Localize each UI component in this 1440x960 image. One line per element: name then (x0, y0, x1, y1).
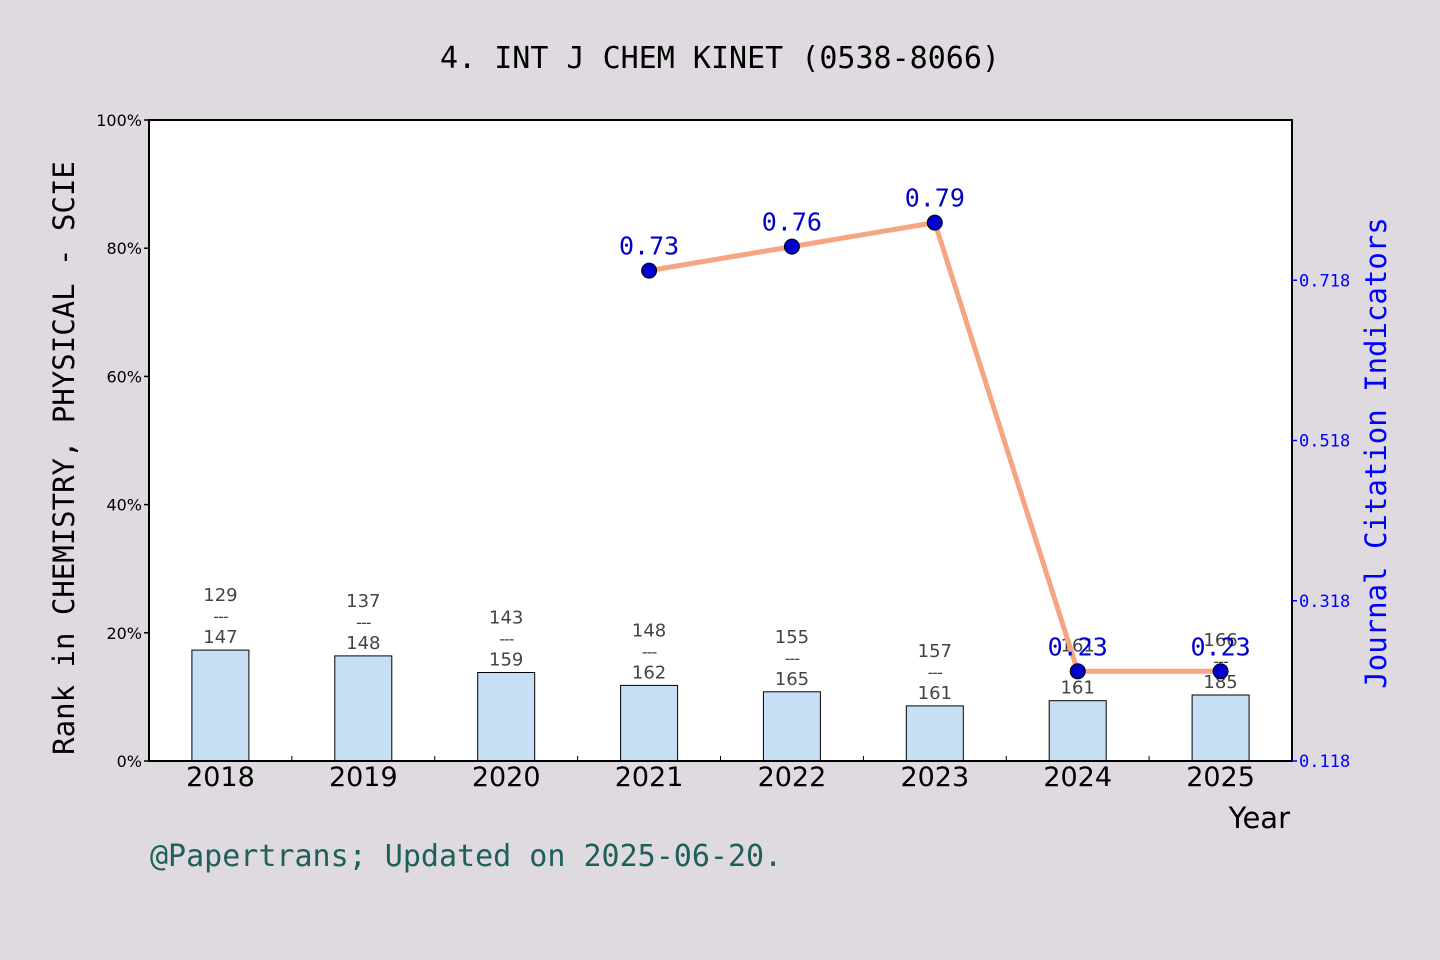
bar-rank-label-2018: 129 (203, 585, 237, 606)
plot-area (149, 120, 1292, 761)
jci-label-2022: 0.76 (762, 208, 822, 237)
jci-label-2025: 0.23 (1190, 632, 1250, 661)
bar-total-label-2023: 161 (918, 683, 952, 704)
jci-point-2023 (926, 214, 943, 231)
bar-separator-2018: --- (213, 607, 228, 626)
bar-total-label-2018: 147 (203, 627, 237, 648)
y-tick-label-5: 100% (96, 111, 142, 130)
y2-axis-label: Journal Citation Indicators (1359, 217, 1393, 688)
bar-total-label-2025: 185 (1203, 672, 1237, 693)
x-tick-label-2023: 2023 (900, 762, 969, 793)
x-tick-label-2025: 2025 (1186, 762, 1255, 793)
bar-2021 (620, 684, 679, 762)
y-tick-label-1: 20% (106, 624, 142, 643)
jci-label-2024: 0.23 (1048, 632, 1108, 661)
x-axis-label: Year (1228, 801, 1290, 835)
y2-tick-label-2: 0.518 (1299, 432, 1350, 452)
bars-layer (191, 649, 1250, 762)
bar-separator-2023: --- (928, 663, 943, 682)
bar-2022 (762, 691, 821, 762)
x-tick-label-2022: 2022 (758, 762, 827, 793)
bar-rank-label-2023: 157 (918, 641, 952, 662)
jci-point-2024 (1069, 663, 1086, 680)
bar-rank-label-2020: 143 (489, 608, 523, 629)
y-axis-label: Rank in CHEMISTRY, PHYSICAL - SCIE (47, 161, 81, 755)
bar-total-label-2019: 148 (346, 633, 380, 654)
x-tick-label-2019: 2019 (329, 762, 398, 793)
x-tick-label-2021: 2021 (615, 762, 684, 793)
y-tick-label-3: 60% (106, 367, 142, 386)
jci-label-2021: 0.73 (619, 232, 679, 261)
y2-tick-label-1: 0.318 (1299, 592, 1350, 612)
bar-rank-label-2022: 155 (775, 627, 809, 648)
x-tick-label-2018: 2018 (186, 762, 255, 793)
jci-point-2022 (783, 238, 800, 255)
axes-layer: 0% 20% 40% 60% 80% 100% 0.118 0.318 0.518 0.718 20… (96, 111, 1350, 793)
footer-credit: @Papertrans; Updated on 2025-06-20. (150, 839, 782, 874)
x-tick-label-2024: 2024 (1043, 762, 1112, 793)
bar-2020 (477, 672, 536, 762)
x-tick-label-2020: 2020 (472, 762, 541, 793)
bar-total-label-2022: 165 (775, 669, 809, 690)
y-tick-label-4: 80% (106, 239, 142, 258)
jci-point-2021 (641, 262, 658, 279)
bar-rank-label-2019: 137 (346, 591, 380, 612)
jci-label-2023: 0.79 (905, 184, 965, 213)
bar-2018 (191, 649, 250, 762)
bar-separator-2022: --- (785, 649, 800, 668)
bar-2024 (1048, 700, 1107, 762)
y-tick-label-2: 40% (106, 496, 142, 515)
bar-rank-label-2025: 166 (1203, 630, 1237, 651)
line-layer: 0.73 0.76 0.79 0.23 0.23 (619, 184, 1251, 680)
bar-separator-2020: --- (499, 630, 514, 649)
y-tick-label-0: 0% (117, 752, 142, 771)
y2-tick-label-0: 0.118 (1299, 752, 1350, 772)
bar-separator-2019: --- (356, 613, 371, 632)
bar-2019 (334, 655, 393, 762)
bar-2023 (905, 705, 964, 762)
bar-total-label-2021: 162 (632, 662, 666, 683)
jci-point-2025 (1212, 663, 1229, 680)
bar-separator-2021: --- (642, 642, 657, 661)
bar-total-label-2024: 161 (1061, 678, 1095, 699)
bar-rank-label-2021: 148 (632, 620, 666, 641)
y2-tick-label-3: 0.718 (1299, 271, 1350, 291)
chart-title: 4. INT J CHEM KINET (0538-8066) (440, 41, 1000, 76)
bar-2025 (1191, 694, 1250, 762)
bar-total-label-2020: 159 (489, 650, 523, 671)
